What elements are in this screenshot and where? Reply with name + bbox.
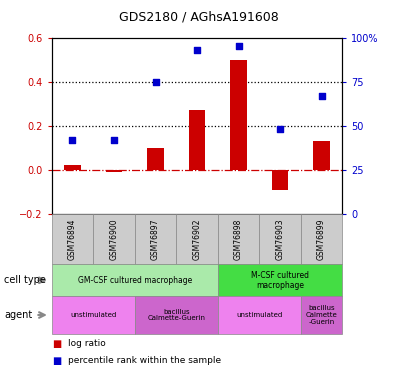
Bar xyxy=(189,110,205,170)
Bar xyxy=(230,60,247,170)
Text: bacillus
Calmette
-Guerin: bacillus Calmette -Guerin xyxy=(306,305,338,325)
Text: GSM76903: GSM76903 xyxy=(275,218,285,260)
Bar xyxy=(64,165,81,170)
Text: cell type: cell type xyxy=(4,275,46,285)
Bar xyxy=(147,148,164,170)
Text: GSM76899: GSM76899 xyxy=(317,218,326,260)
Bar xyxy=(106,170,122,172)
Text: M-CSF cultured
macrophage: M-CSF cultured macrophage xyxy=(251,271,309,290)
Point xyxy=(235,44,242,50)
Text: GSM76897: GSM76897 xyxy=(151,218,160,260)
Text: GDS2180 / AGhsA191608: GDS2180 / AGhsA191608 xyxy=(119,10,279,23)
Point xyxy=(69,137,76,143)
Text: log ratio: log ratio xyxy=(68,339,105,348)
Point xyxy=(152,79,159,85)
Text: GSM76902: GSM76902 xyxy=(193,218,201,260)
Point xyxy=(277,126,283,132)
Text: percentile rank within the sample: percentile rank within the sample xyxy=(68,356,221,365)
Bar xyxy=(313,141,330,170)
Text: GM-CSF cultured macrophage: GM-CSF cultured macrophage xyxy=(78,276,192,285)
Text: ■: ■ xyxy=(52,339,61,350)
Text: unstimulated: unstimulated xyxy=(70,312,116,318)
Text: unstimulated: unstimulated xyxy=(236,312,283,318)
Point xyxy=(194,47,200,53)
Text: bacillus
Calmette-Guerin: bacillus Calmette-Guerin xyxy=(147,309,205,321)
Text: ■: ■ xyxy=(52,356,61,366)
Text: GSM76900: GSM76900 xyxy=(109,218,119,260)
Text: agent: agent xyxy=(4,310,32,320)
Bar xyxy=(272,170,288,189)
Text: GSM76898: GSM76898 xyxy=(234,218,243,260)
Point xyxy=(318,93,325,99)
Point xyxy=(111,137,117,143)
Text: GSM76894: GSM76894 xyxy=(68,218,77,260)
